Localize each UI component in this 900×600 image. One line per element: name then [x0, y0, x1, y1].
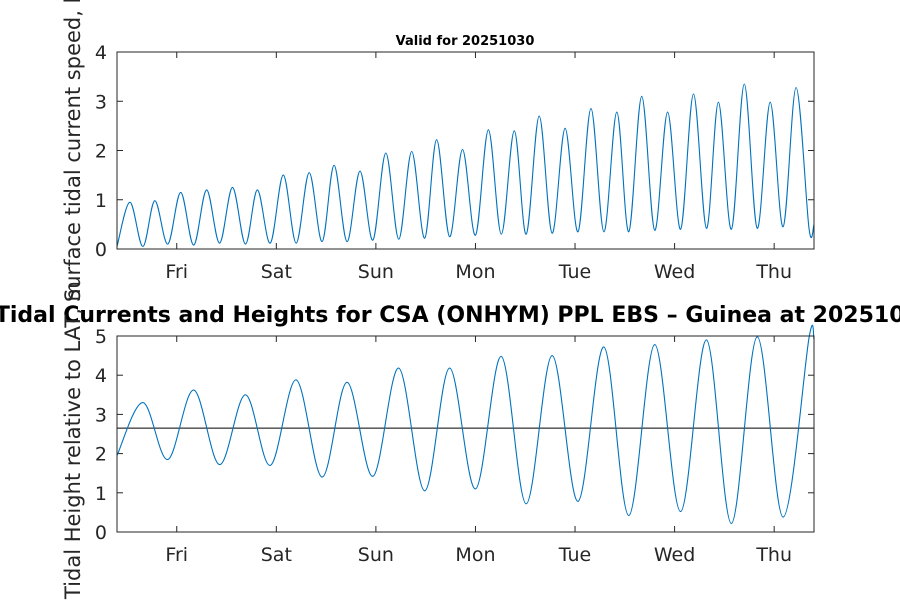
tidal-height-ylabel: Tidal Height relative to LAT, m [61, 281, 85, 600]
current-speed-ylabel: Surface tidal current speed, kn [61, 0, 85, 302]
x-tick-label: Sat [261, 544, 292, 566]
y-tick-label: 3 [95, 404, 107, 426]
current-speed-panel: Valid for 20251030 Surface tidal current… [61, 0, 815, 302]
x-tick-label: Mon [455, 544, 495, 566]
tidal-height-line [116, 324, 815, 524]
current-speed-axes [116, 51, 815, 250]
x-tick-label: Thu [755, 261, 792, 283]
y-tick-label: 4 [95, 42, 107, 64]
y-tick-label: 4 [95, 365, 107, 387]
x-tick-label: Sun [358, 261, 394, 283]
y-tick-label: 2 [95, 444, 107, 466]
x-tick-label: Wed [654, 544, 695, 566]
tidal-height-axes [116, 335, 815, 533]
x-tick-label: Thu [755, 544, 792, 566]
y-tick-label: 5 [95, 326, 107, 348]
x-tick-label: Tue [558, 261, 591, 283]
current-speed-title: Valid for 20251030 [396, 34, 535, 49]
x-tick-label: Wed [654, 261, 695, 283]
y-tick-label: 3 [95, 91, 107, 113]
x-tick-label: Sat [261, 261, 292, 283]
y-tick-label: 0 [95, 522, 107, 544]
y-tick-label: 1 [95, 483, 107, 505]
y-tick-label: 1 [95, 190, 107, 212]
x-tick-label: Fri [165, 261, 188, 283]
y-tick-label: 2 [95, 141, 107, 163]
tidal-height-panel: Tidal Currents and Heights for CSA (ONHY… [0, 281, 900, 600]
y-tick-label: 0 [95, 239, 107, 261]
x-tick-label: Sun [358, 544, 394, 566]
figure-title: Tidal Currents and Heights for CSA (ONHY… [0, 303, 900, 328]
current-speed-line [116, 83, 815, 248]
x-tick-label: Fri [165, 544, 188, 566]
x-tick-label: Mon [455, 261, 495, 283]
x-tick-label: Tue [558, 544, 591, 566]
